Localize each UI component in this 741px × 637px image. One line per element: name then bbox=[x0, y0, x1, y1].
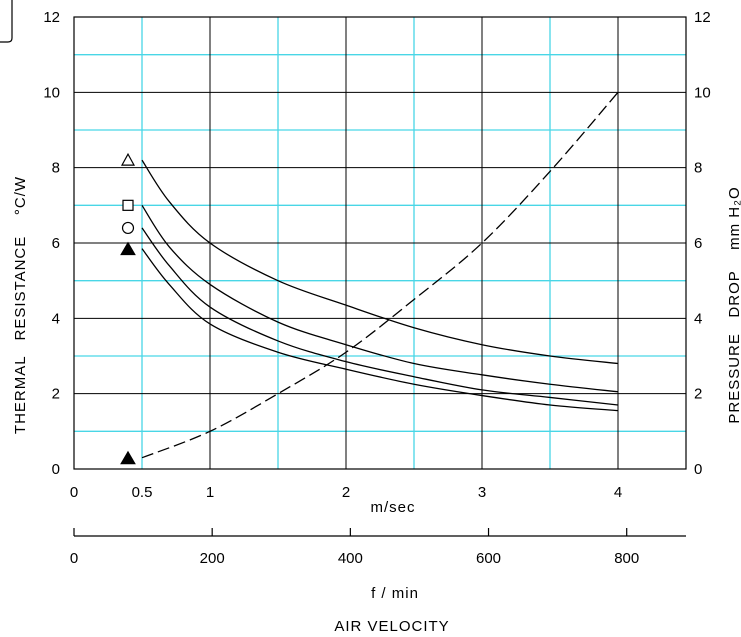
x-ms-tick-label: 0 bbox=[70, 484, 78, 501]
series-line-open-circle bbox=[141, 227, 619, 406]
fpm-tick-label: 800 bbox=[614, 550, 639, 567]
y-left-tick-label: 8 bbox=[52, 160, 60, 177]
x-axis-label-ms: m/sec bbox=[370, 499, 415, 516]
fpm-tick-label: 600 bbox=[476, 550, 501, 567]
marker-layer bbox=[120, 152, 136, 465]
y-left-tick-label: 12 bbox=[43, 9, 60, 26]
x-ms-tick-label: 1 bbox=[206, 484, 214, 501]
x-ms-tick-label: 0.5 bbox=[132, 484, 153, 501]
y-right-tick-label: 0 bbox=[694, 461, 702, 478]
y-right-tick-label: 6 bbox=[694, 235, 702, 252]
x-axis-label-fpm: f / min bbox=[371, 585, 419, 602]
y-left-tick-label: 0 bbox=[52, 461, 60, 478]
y-right-tick-label: 2 bbox=[694, 386, 702, 403]
y-left-tick-label: 4 bbox=[52, 310, 60, 327]
y-left-tick-label: 2 bbox=[52, 386, 60, 403]
chart-title-bottom: AIR VELOCITY bbox=[334, 618, 449, 635]
series-line-filled-triangle bbox=[141, 91, 619, 459]
series-line-open-triangle bbox=[141, 159, 619, 365]
y-right-tick-label: 10 bbox=[694, 84, 711, 101]
grid-major bbox=[73, 16, 687, 470]
fpm-tick-label: 200 bbox=[200, 550, 225, 567]
open-triangle-marker bbox=[120, 152, 136, 166]
open-circle-marker bbox=[121, 221, 135, 235]
y-left-tick-label: 10 bbox=[43, 84, 60, 101]
y-right-tick-label: 4 bbox=[694, 310, 702, 327]
series-layer bbox=[141, 91, 619, 459]
left-axis-label: THERMAL RESISTANCE °C/W bbox=[12, 176, 29, 434]
filled-triangle-marker bbox=[120, 241, 136, 256]
open-square-marker bbox=[122, 199, 134, 211]
right-axis-label: PRESSURE DROP mm H₂O bbox=[726, 186, 741, 423]
fpm-tick-label: 0 bbox=[70, 550, 78, 567]
x-ms-tick-label: 3 bbox=[478, 484, 486, 501]
x-ms-tick-label: 2 bbox=[342, 484, 350, 501]
series-line-open-square bbox=[141, 204, 619, 393]
x-ms-tick-label: 4 bbox=[614, 484, 622, 501]
series-line-filled-triangle bbox=[141, 248, 619, 412]
fpm-tick-label: 400 bbox=[338, 550, 363, 567]
plot-frame bbox=[73, 16, 687, 470]
y-left-tick-label: 6 bbox=[52, 235, 60, 252]
y-right-tick-label: 12 bbox=[694, 9, 711, 26]
corner-bracket bbox=[0, 0, 13, 43]
y-right-tick-label: 8 bbox=[694, 160, 702, 177]
filled-triangle-marker bbox=[120, 450, 136, 465]
